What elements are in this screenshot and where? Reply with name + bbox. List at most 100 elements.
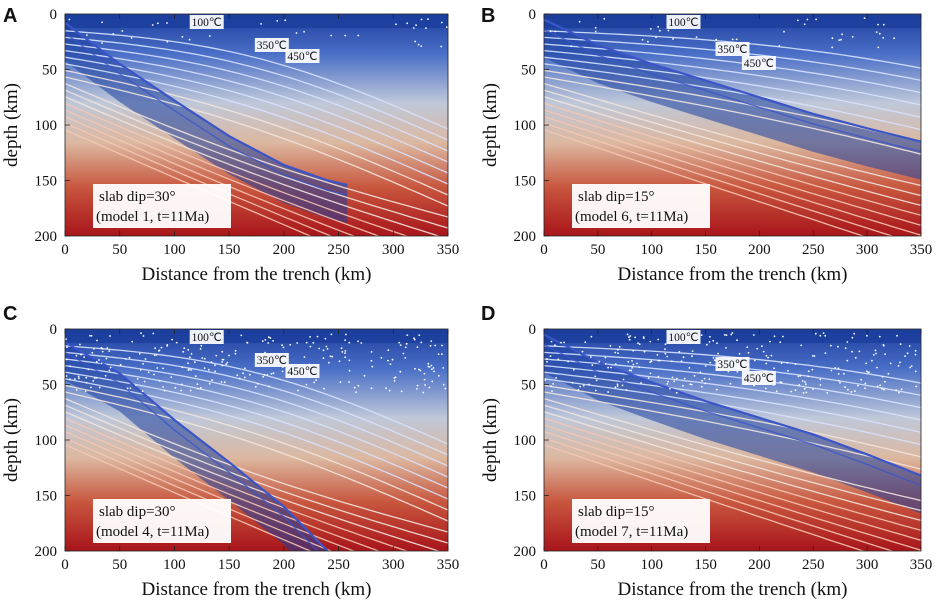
earthquake-dot — [399, 370, 402, 373]
earthquake-dot — [914, 349, 917, 352]
earthquake-dot — [112, 33, 115, 35]
earthquake-dot — [815, 18, 817, 21]
earthquake-dot — [289, 343, 292, 346]
isotherm-line — [544, 115, 921, 236]
isotherm-line — [544, 397, 921, 502]
earthquake-dot — [188, 38, 191, 41]
y-tick-label: 50 — [42, 378, 57, 394]
earthquake-dot — [649, 361, 652, 364]
earthquake-dot — [267, 336, 270, 339]
earthquake-dot — [729, 382, 732, 385]
earthquake-dot — [632, 349, 635, 352]
earthquake-dot — [779, 341, 782, 343]
y-tick-label: 150 — [514, 489, 537, 505]
earthquake-dot — [790, 390, 793, 393]
annotation-line: slab dip=15° — [578, 189, 655, 205]
earthquake-dot — [69, 378, 71, 381]
earthquake-dot — [444, 387, 447, 390]
earthquake-dot — [812, 355, 814, 357]
earthquake-dot — [391, 358, 394, 361]
earthquake-dot — [875, 352, 877, 355]
earthquake-dot — [736, 339, 738, 342]
isotherm-line — [544, 378, 921, 446]
earthquake-dot — [171, 338, 174, 341]
earthquake-dot — [203, 367, 206, 369]
earthquake-dot — [881, 387, 883, 390]
earthquake-dot — [370, 359, 373, 362]
earthquake-dot — [780, 362, 783, 364]
earthquake-dot — [640, 382, 642, 384]
earthquake-dot — [691, 355, 693, 358]
isotherm-label-bg — [189, 15, 224, 29]
isotherm-label: 450℃ — [287, 51, 317, 63]
earthquake-dot — [822, 332, 825, 334]
earthquake-dot — [610, 366, 612, 369]
cold-slab — [544, 334, 921, 514]
earthquake-dot — [433, 370, 435, 373]
earthquake-dot — [900, 388, 903, 391]
slab-inner-line — [544, 343, 921, 487]
earthquake-dot — [567, 360, 569, 363]
earthquake-dot — [914, 353, 917, 356]
earthquake-dot — [348, 369, 351, 372]
earthquake-dot — [345, 333, 347, 336]
earthquake-dot — [727, 370, 730, 373]
earthquake-dot — [221, 350, 224, 353]
isotherm-line — [65, 398, 448, 533]
earthquake-dot — [598, 360, 601, 363]
earthquake-dot — [647, 377, 650, 379]
x-tick-label: 0 — [540, 242, 548, 258]
y-tick-label: 200 — [35, 229, 58, 245]
earthquake-dot — [864, 387, 866, 390]
earthquake-dot — [360, 342, 363, 344]
earthquake-dot — [215, 354, 218, 357]
earthquake-dot — [879, 384, 881, 387]
earthquake-dot — [129, 387, 132, 390]
earthquake-dot — [642, 336, 645, 338]
earthquake-dot — [841, 33, 843, 36]
earthquake-dot — [393, 377, 396, 379]
earthquake-dot — [322, 349, 325, 352]
earthquake-dot — [884, 353, 886, 355]
earthquake-dot — [142, 363, 145, 365]
earthquake-dot — [704, 365, 707, 367]
earthquake-dot — [445, 26, 448, 29]
earthquake-dot — [800, 344, 803, 347]
x-tick-label: 350 — [910, 242, 933, 258]
earthquake-dot — [389, 363, 392, 365]
earthquake-dot — [865, 370, 868, 373]
earthquake-dot — [871, 359, 873, 362]
earthquake-dot — [395, 23, 397, 26]
earthquake-dot — [303, 356, 306, 358]
earthquake-dot — [875, 31, 878, 33]
earthquake-dot — [357, 384, 360, 387]
earthquake-dot — [254, 385, 257, 388]
earthquake-dot — [404, 357, 407, 359]
earthquake-dot — [228, 354, 230, 357]
panel-letter: A — [3, 5, 17, 27]
earthquake-dot — [631, 360, 633, 362]
earthquake-dot — [348, 359, 351, 362]
earthquake-dot — [66, 346, 68, 348]
earthquake-dot — [432, 367, 435, 369]
annotation-line: (model 7, t=11Ma) — [575, 524, 688, 540]
earthquake-dot — [440, 45, 443, 48]
earthquake-dot — [264, 339, 267, 341]
earthquake-dot — [393, 379, 396, 382]
panel-d: 0 50 100 150 200 250 300 350 0 50 100 150 200 Distanc… — [480, 303, 932, 600]
earthquake-dot — [554, 344, 556, 347]
earthquake-dot — [96, 339, 98, 342]
x-tick-label: 150 — [694, 242, 717, 258]
earthquake-dot — [898, 391, 900, 394]
earthquake-dot — [305, 341, 308, 344]
earthquake-dot — [181, 366, 184, 369]
earthquake-dot — [325, 345, 328, 348]
isotherm-label: 450℃ — [744, 373, 774, 385]
earthquake-dot — [430, 364, 433, 367]
isotherm-line — [544, 96, 921, 207]
isotherm-line — [544, 76, 921, 155]
earthquake-dot — [872, 354, 875, 356]
earthquake-dot — [887, 372, 890, 375]
isotherm-label-bg — [666, 15, 701, 29]
annotation-line: (model 4, t=11Ma) — [96, 524, 209, 540]
